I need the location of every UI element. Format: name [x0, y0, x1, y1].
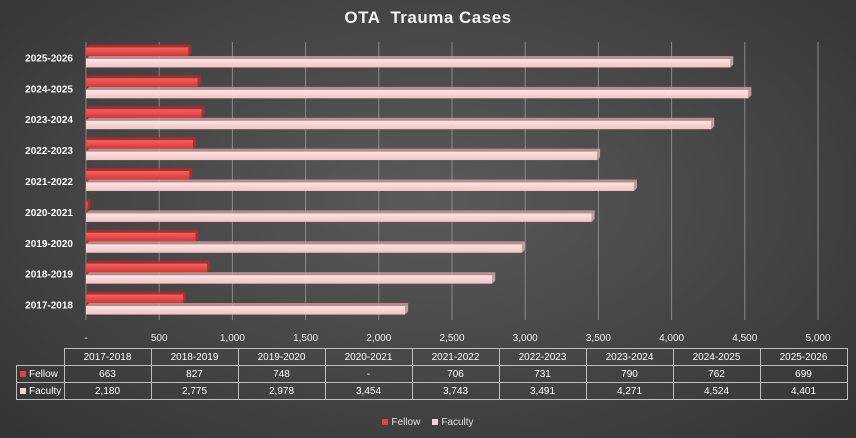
- table-cell: 762: [672, 365, 761, 383]
- table-column-header: 2018-2019: [150, 348, 239, 366]
- x-tick-label: 2,500: [439, 333, 464, 344]
- legend-entry: Faculty: [432, 417, 474, 428]
- table-cell: 4,524: [672, 382, 761, 400]
- x-tick-label: 1,500: [293, 333, 318, 344]
- data-table: 2017-2018 2018-2019 2019-2020 2020-2021 2021…: [16, 348, 848, 400]
- table-cell: 2,775: [150, 382, 239, 400]
- table-cell: 790: [585, 365, 674, 383]
- legend-swatch: [382, 419, 389, 426]
- x-tick-label: 4,500: [732, 333, 757, 344]
- x-tick-label: 5,000: [805, 333, 830, 344]
- table-column-header: 2021-2022: [411, 348, 500, 366]
- table-cell: 2,180: [63, 382, 152, 400]
- x-tick-label: 3,000: [513, 333, 538, 344]
- faculty-bar: [86, 272, 496, 284]
- faculty-bar: [86, 86, 752, 99]
- y-category-label: 2019-2020: [25, 239, 73, 250]
- legend-swatch: [432, 419, 439, 426]
- table-cell: 3,743: [411, 382, 500, 400]
- table-column-header: 2017-2018: [63, 348, 152, 366]
- table-corner: [16, 348, 65, 366]
- table-column-header: 2024-2025: [672, 348, 761, 366]
- table-cell: -: [324, 365, 413, 383]
- x-tick-label: 1,000: [220, 333, 245, 344]
- faculty-bar: [86, 241, 525, 253]
- table-cell: 706: [411, 365, 500, 383]
- y-category-label: 2022-2023: [25, 146, 73, 157]
- fellow-bar: [86, 44, 192, 56]
- table-row: Fellow 663 827 748-706 731 790 762 699: [16, 365, 848, 383]
- faculty-bar: [86, 303, 409, 315]
- legend: Fellow Faculty: [0, 417, 856, 428]
- fellow-bar: [86, 75, 201, 87]
- x-tick-label: 3,500: [586, 333, 611, 344]
- x-tick-label: 500: [151, 333, 168, 344]
- faculty-bar: [86, 55, 734, 68]
- faculty-bar: [86, 179, 637, 191]
- faculty-bar: [86, 117, 715, 130]
- x-tick-label: 4,000: [659, 333, 684, 344]
- fellow-bar: [86, 260, 211, 273]
- table-cell: 731: [498, 365, 587, 383]
- table-row-header: Fellow: [16, 365, 65, 383]
- table-column-header: 2020-2021: [324, 348, 413, 366]
- table-cell: 2,978: [237, 382, 326, 400]
- table-row-header: Faculty: [16, 382, 65, 400]
- table-cell: 3,491: [498, 382, 587, 400]
- y-category-label: 2018-2019: [25, 270, 73, 281]
- table-column-header: 2025-2026: [759, 348, 848, 366]
- fellow-bar: [86, 291, 187, 304]
- y-category-label: 2017-2018: [25, 301, 73, 312]
- table-column-header: 2019-2020: [237, 348, 326, 366]
- y-category-label: 2025-2026: [25, 53, 73, 64]
- legend-key-swatch: [20, 370, 26, 377]
- y-category-label: 2024-2025: [25, 84, 73, 95]
- y-category-label: 2021-2022: [25, 177, 73, 188]
- legend-entry: Fellow: [382, 417, 420, 428]
- fellow-bar: [86, 229, 199, 242]
- fellow-bar: [86, 168, 193, 180]
- chart-plot: - 500 1,000 1,500 2,000 2,500 3,000 3,500 4,000 4…: [25, 42, 831, 344]
- table-cell: 827: [150, 365, 239, 383]
- table-cell: 4,401: [759, 382, 848, 400]
- table-cell: 663: [63, 365, 152, 383]
- table-cell: 3,454: [324, 382, 413, 400]
- x-tick-label: 2,000: [366, 333, 391, 344]
- x-tick-label: -: [84, 333, 87, 344]
- fellow-bar: [86, 106, 205, 118]
- table-column-header: 2022-2023: [498, 348, 587, 366]
- table-cell: 699: [759, 365, 848, 383]
- fellow-bar: [86, 198, 91, 211]
- fellow-bar: [86, 137, 197, 149]
- table-column-header: 2023-2024: [585, 348, 674, 366]
- table-cell: 4,271: [585, 382, 674, 400]
- y-category-label: 2023-2024: [25, 115, 73, 126]
- faculty-bar: [86, 148, 601, 161]
- y-category-label: 2020-2021: [25, 208, 73, 219]
- table-cell: 748: [237, 365, 326, 383]
- faculty-bar: [86, 210, 595, 222]
- table-row: Faculty 2,180 2,775 2,978 3,454 3,743 3,491 4,2…: [16, 382, 848, 400]
- legend-key-swatch: [20, 387, 26, 394]
- chart-title: OTA Trauma Cases: [344, 8, 512, 27]
